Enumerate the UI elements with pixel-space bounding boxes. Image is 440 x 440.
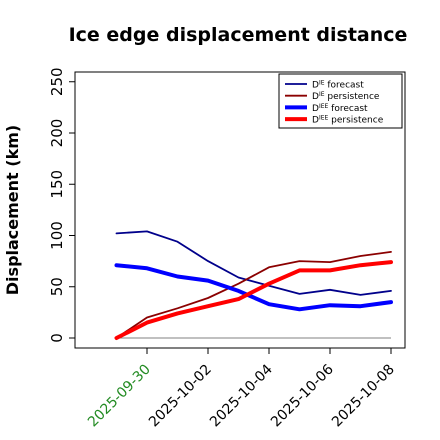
x-tick-label: 2025-10-04: [207, 361, 276, 430]
y-axis-label: Displacement (km): [3, 125, 22, 295]
x-tick-label: 2025-09-30: [85, 362, 154, 431]
legend-entry: DIEE forecast: [312, 103, 368, 114]
legend-entry: DIE forecast: [312, 80, 364, 91]
series-line-2: [115, 250, 392, 339]
series-line-3: [114, 263, 393, 312]
x-tick-label: 2025-10-02: [146, 362, 215, 431]
y-tick-label: 0: [48, 333, 66, 343]
legend-entry: DIE persistence: [312, 91, 380, 102]
plot-frame: [74, 71, 406, 349]
series-line-4: [114, 260, 393, 340]
legend-entry: DIEE persistence: [312, 115, 384, 126]
y-tick-label: 50: [48, 277, 66, 296]
y-tick-label: 250: [48, 67, 66, 96]
y-tick-label: 100: [48, 221, 66, 250]
y-tick-label: 150: [48, 170, 66, 199]
y-tick-label: 200: [48, 119, 66, 148]
x-tick-label: 2025-10-06: [268, 361, 337, 430]
chart-title: Ice edge displacement distance: [68, 24, 408, 46]
x-tick-label: 2025-10-08: [329, 362, 398, 431]
series-line-1: [115, 230, 392, 296]
